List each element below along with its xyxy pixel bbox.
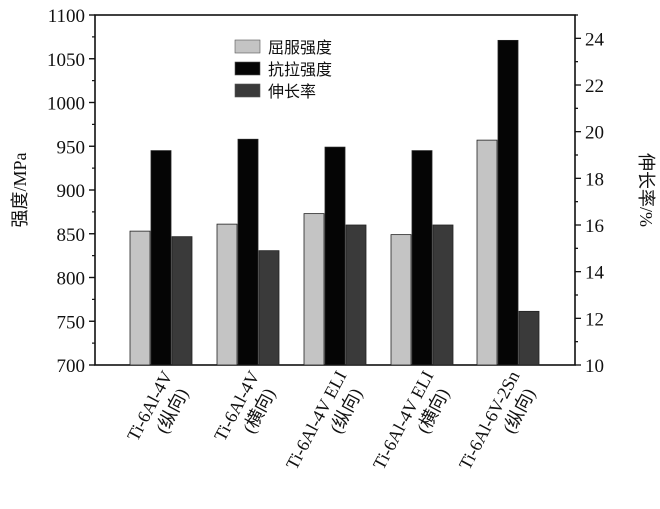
bar-yield xyxy=(216,223,238,366)
bar-yield xyxy=(476,139,498,366)
left-tick-label: 850 xyxy=(57,225,86,246)
left-tick-label: 700 xyxy=(57,356,86,377)
x-tick-label: Ti-6Al-4V(横向) xyxy=(210,367,284,455)
bar-yield xyxy=(303,213,325,366)
bar-yield xyxy=(390,234,412,366)
bar-tensile xyxy=(411,150,433,366)
left-axis-title: 强度/MPa xyxy=(10,152,30,227)
left-tick-label: 1050 xyxy=(47,50,85,71)
right-tick-label: 20 xyxy=(585,123,604,144)
left-tick-label: 800 xyxy=(57,269,86,290)
bar-elongation xyxy=(258,250,280,366)
bar-elongation xyxy=(171,236,193,366)
bar-yield xyxy=(129,230,151,366)
bar-tensile xyxy=(497,39,519,366)
bar-elongation xyxy=(345,224,367,366)
bar-tensile xyxy=(237,138,259,366)
right-tick-label: 10 xyxy=(585,356,604,377)
bar-elongation xyxy=(518,310,540,366)
x-tick-label: Ti-6Al-4V ELI(横向) xyxy=(369,367,458,483)
bar-tensile xyxy=(150,150,172,366)
x-tick-label: Ti-6Al-4V ELI(纵向) xyxy=(282,367,371,483)
right-tick-label: 14 xyxy=(585,263,605,284)
legend-swatch xyxy=(234,61,261,76)
left-tick-label: 900 xyxy=(57,181,86,202)
right-tick-label: 24 xyxy=(585,29,605,50)
right-tick-label: 16 xyxy=(585,216,604,237)
legend-swatch xyxy=(234,83,261,98)
left-tick-label: 1100 xyxy=(48,6,85,27)
left-tick-label: 1000 xyxy=(47,94,85,115)
x-tick-label: Ti-6Al-6V-2Sn(纵向) xyxy=(455,367,544,483)
x-tick-label: Ti-6Al-4V(纵向) xyxy=(123,367,197,455)
right-tick-label: 18 xyxy=(585,169,604,190)
left-tick-label: 750 xyxy=(57,312,86,333)
legend-label: 屈服强度 xyxy=(268,39,332,57)
bar-tensile xyxy=(324,146,346,366)
right-tick-label: 12 xyxy=(585,309,604,330)
bar-elongation xyxy=(432,224,454,366)
legend-label: 抗拉强度 xyxy=(268,61,332,79)
right-tick-label: 22 xyxy=(585,76,604,97)
legend-swatch xyxy=(234,39,261,54)
right-axis-title: 伸长率/% xyxy=(636,153,656,227)
legend-label: 伸长率 xyxy=(268,83,316,101)
left-tick-label: 950 xyxy=(57,137,86,158)
